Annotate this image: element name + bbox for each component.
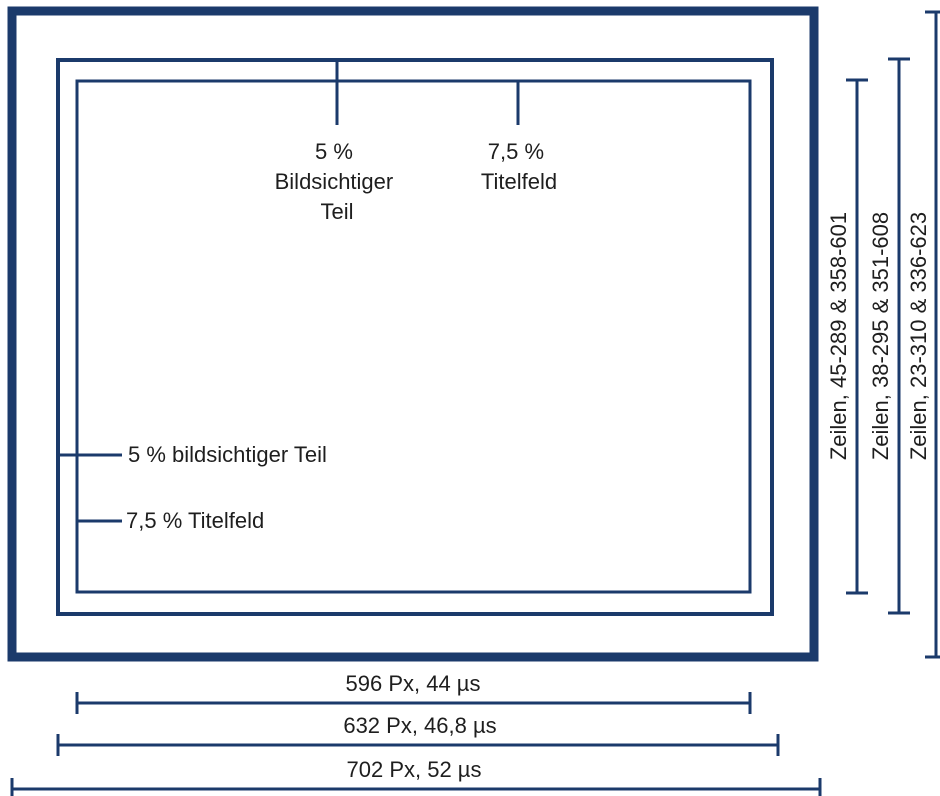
v-dim-full [925, 10, 940, 659]
vertical-dimensions [846, 10, 940, 659]
v-dim-label-full: Zeilen, 23-310 & 336-623 [906, 212, 931, 460]
h-dim-label-action-safe: 632 Px, 46,8 µs [343, 713, 496, 738]
horizontal-dimensions [10, 692, 822, 796]
top-label-action-safe: 5 % Bildsichtiger Teil [275, 139, 400, 224]
h-dim-full [10, 778, 822, 796]
h-dim-label-title-safe: 596 Px, 44 µs [346, 671, 481, 696]
full-frame [7, 6, 819, 662]
left-label-action-safe: 5 % bildsichtiger Teil [128, 442, 327, 467]
v-dim-action-safe [888, 57, 910, 615]
v-dim-label-title-safe: Zeilen, 45-289 & 358-601 [826, 212, 851, 460]
h-dim-label-full: 702 Px, 52 µs [347, 757, 482, 782]
left-label-title-safe: 7,5 % Titelfeld [126, 508, 264, 533]
h-dim-title-safe [75, 692, 752, 714]
frames [7, 6, 819, 662]
title-safe-frame [75, 79, 752, 594]
v-dim-label-action-safe: Zeilen, 38-295 & 351-608 [868, 212, 893, 460]
leader-lines [58, 60, 520, 523]
top-label-title-safe: 7,5 % Titelfeld [481, 139, 557, 194]
action-safe-frame [56, 58, 774, 616]
h-dim-action-safe [56, 734, 780, 756]
v-dim-title-safe [846, 78, 868, 595]
